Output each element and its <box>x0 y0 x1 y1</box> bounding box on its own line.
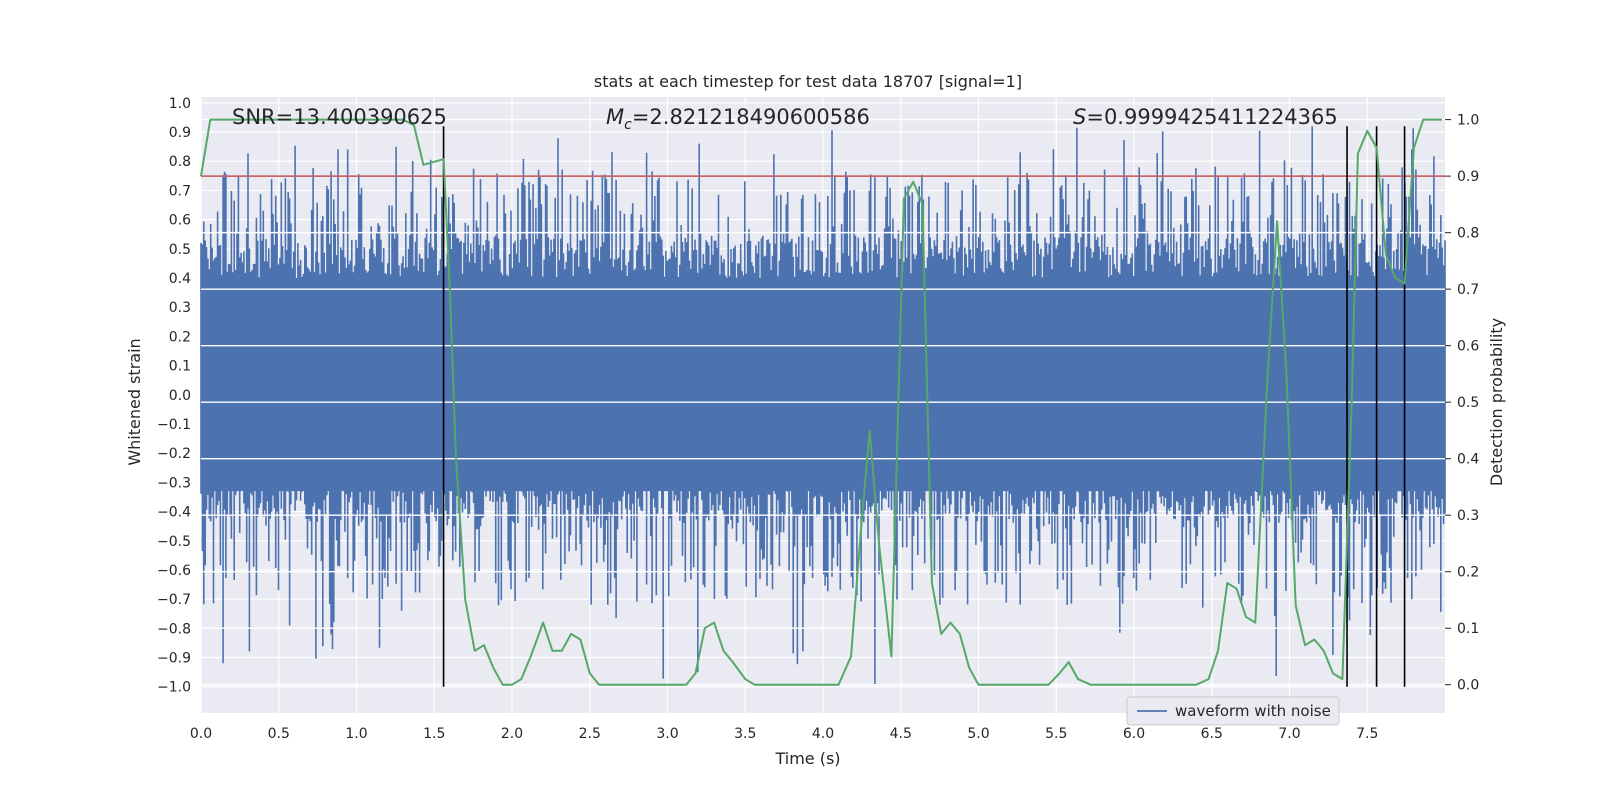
left-y-tick-label: 0.0 <box>169 388 191 404</box>
left-y-tick-label: −0.6 <box>157 563 191 579</box>
legend-entry-waveform: waveform with noise <box>1175 702 1331 720</box>
x-tick-label: 6.5 <box>1201 726 1223 742</box>
right-axis-label: Detection probability <box>1487 318 1506 486</box>
x-tick-label: 7.0 <box>1278 726 1300 742</box>
left-y-tick-label: −1.0 <box>157 680 191 696</box>
x-tick-label: 6.0 <box>1123 726 1145 742</box>
left-y-tick-label: 0.4 <box>169 271 191 287</box>
left-axis-label: Whitened strain <box>125 338 144 465</box>
right-y-tick-label: 0.0 <box>1457 678 1479 694</box>
left-y-tick-label: 0.3 <box>169 300 191 316</box>
left-y-tick-label: −0.3 <box>157 475 191 491</box>
score-annotation: S=0.9999425411224365 <box>1073 105 1338 129</box>
right-y-tick-label: 0.6 <box>1457 339 1479 355</box>
left-y-tick-label: −0.5 <box>157 534 191 550</box>
x-tick-label: 5.5 <box>1045 726 1067 742</box>
axes: 0.0 0.5 1.0 1.5 2.0 2.5 3.0 3.5 4.0 4.5 5.0 5.5 6.0 6… <box>157 96 1479 742</box>
left-y-tick-label: 0.6 <box>169 213 191 229</box>
x-tick-label: 2.5 <box>579 726 601 742</box>
left-y-tick-label: 0.9 <box>169 125 191 141</box>
chirp-mass-subscript: c <box>624 117 632 133</box>
x-tick-label: 3.0 <box>656 726 678 742</box>
left-y-tick-label: 0.1 <box>169 359 191 375</box>
left-y-tick-label: 1.0 <box>169 96 191 112</box>
x-tick-label: 4.5 <box>890 726 912 742</box>
left-y-tick-label: −0.2 <box>157 446 191 462</box>
x-axis-label: Time (s) <box>774 749 840 768</box>
right-y-tick-label: 1.0 <box>1457 113 1479 129</box>
right-y-tick-label: 0.4 <box>1457 452 1479 468</box>
x-tick-label: 0.5 <box>268 726 290 742</box>
right-y-tick-label: 0.3 <box>1457 508 1479 524</box>
left-y-tick-label: 0.2 <box>169 329 191 345</box>
left-y-tick-label: 0.5 <box>169 242 191 258</box>
probability-line <box>200 118 1442 686</box>
left-y-tick-label: −0.4 <box>157 505 191 521</box>
left-y-tick-label: −0.1 <box>157 417 191 433</box>
snr-annotation: SNR=13.400390625 <box>232 105 447 129</box>
left-y-tick-label: −0.9 <box>157 651 191 667</box>
left-y-tick-label: −0.8 <box>157 621 191 637</box>
x-tick-label: 4.0 <box>812 726 834 742</box>
x-tick-label: 2.0 <box>501 726 523 742</box>
right-y-tick-label: 0.5 <box>1457 395 1479 411</box>
right-y-tick-label: 0.1 <box>1457 621 1479 637</box>
right-y-tick-label: 0.8 <box>1457 226 1479 242</box>
x-tick-label: 5.0 <box>967 726 989 742</box>
x-tick-label: 1.0 <box>345 726 367 742</box>
left-y-tick-label: 0.8 <box>169 154 191 170</box>
score-symbol: S <box>1073 105 1086 129</box>
x-tick-label: 3.5 <box>734 726 756 742</box>
right-y-tick-label: 0.9 <box>1457 169 1479 185</box>
x-tick-label: 7.5 <box>1356 726 1378 742</box>
chirp-mass-value: =2.821218490600586 <box>632 105 870 129</box>
chirp-mass-symbol: M <box>606 105 624 129</box>
chirp-mass-annotation: Mc=2.821218490600586 <box>606 105 870 133</box>
legend: waveform with noise <box>1126 696 1340 726</box>
probability-overlay <box>200 118 1445 687</box>
waveform-core-band <box>201 307 1445 492</box>
score-value: =0.9999425411224365 <box>1086 105 1337 129</box>
x-tick-label: 1.5 <box>423 726 445 742</box>
left-y-tick-label: 0.7 <box>169 183 191 199</box>
legend-box <box>1126 696 1340 726</box>
chart-title: stats at each timestep for test data 187… <box>594 72 1022 91</box>
waveform-series <box>200 126 1446 686</box>
right-y-tick-label: 0.7 <box>1457 282 1479 298</box>
left-y-tick-label: −0.7 <box>157 592 191 608</box>
x-tick-label: 0.0 <box>190 726 212 742</box>
right-y-tick-label: 0.2 <box>1457 565 1479 581</box>
